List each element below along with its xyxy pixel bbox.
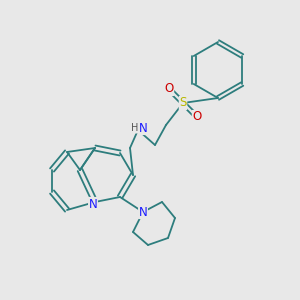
Text: N: N: [88, 197, 98, 211]
Text: O: O: [164, 82, 174, 95]
Text: N: N: [139, 122, 147, 134]
Text: S: S: [179, 97, 187, 110]
Text: O: O: [192, 110, 202, 124]
Text: H: H: [131, 123, 139, 133]
Text: N: N: [139, 206, 147, 218]
